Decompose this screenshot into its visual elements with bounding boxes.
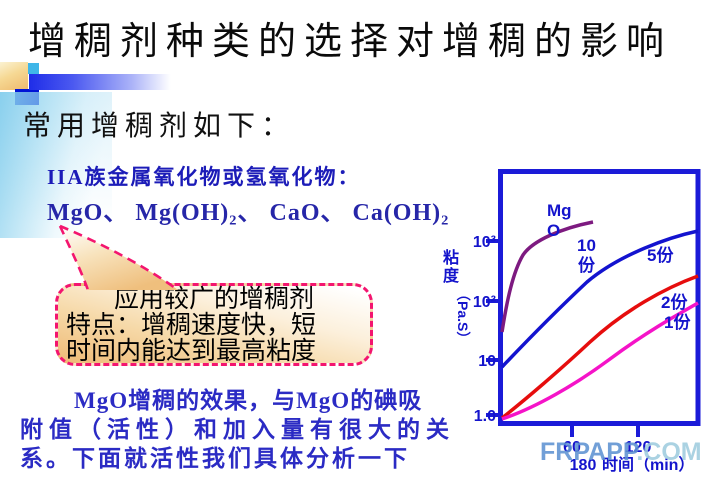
curve-mgo-10fen	[500, 220, 594, 333]
thickener-family-heading: IIA族金属氧化物或氢氧化物：	[47, 165, 361, 189]
curve-label-1fen: 1份	[664, 312, 691, 332]
x-tick-label-120: 120	[625, 439, 652, 456]
curve-5fen	[500, 229, 699, 369]
paragraph-line-3: 系。下面就活性我们具体分析一下	[20, 446, 410, 471]
y-axis-unit-label: （Pa.S）	[455, 287, 471, 345]
curve-label-fen: 份	[578, 255, 596, 275]
curve-2fen	[500, 274, 699, 420]
deco-cyan-square	[28, 63, 39, 74]
curve-label-o: O	[547, 221, 560, 240]
deco-yellow-square	[0, 62, 28, 90]
curve-1fen	[501, 301, 699, 421]
y-tick-label-100: 10²	[473, 294, 496, 311]
y-tick-label-10: 10	[478, 353, 496, 370]
x-tick-label-180: 180	[570, 457, 597, 474]
x-axis-label: 时间（min）	[602, 455, 694, 474]
y-axis-label-char2: 度	[443, 266, 460, 285]
deco-gradient-band	[0, 92, 112, 238]
curve-label-5fen: 5份	[647, 245, 674, 265]
watermark: FRPAPP.COM	[540, 438, 702, 467]
paragraph-line-2: 附值（活性）和加入量有很大的关	[20, 417, 455, 442]
watermark-part1: FRPAPP	[540, 438, 637, 466]
x-tick-label-60: 60	[563, 439, 581, 456]
curve-label-10: 10	[577, 236, 596, 255]
chart-frame	[498, 169, 701, 426]
curve-label-mg: Mg	[547, 201, 572, 220]
body-paragraph: MgO增稠的效果，与MgO的碘吸 附值（活性）和加入量有很大的关 系。下面就活性…	[20, 386, 480, 473]
y-tick-label-1: 1.0	[474, 408, 496, 425]
subtitle-text: 常用增稠剂如下：	[23, 111, 296, 142]
paragraph-line-1: MgO增稠的效果，与MgO的碘吸	[74, 388, 423, 413]
watermark-part2: .COM	[636, 438, 702, 466]
y-tick-label-1000: 10³	[473, 234, 496, 251]
callout-box: 应用较广的增稠剂 特点：增稠速度快，短 时间内能达到最高粘度	[55, 283, 373, 366]
callout-tail	[58, 224, 179, 292]
page-title: 增稠剂种类的选择对增稠的影响	[28, 21, 673, 63]
curve-label-2fen: 2份	[661, 292, 688, 312]
callout-line-3: 时间内能达到最高粘度	[66, 338, 317, 365]
callout-line-1: 应用较广的增稠剂	[113, 286, 314, 313]
y-axis-label-char1: 粘	[443, 248, 459, 267]
deco-gradient-bar	[29, 74, 175, 90]
callout-line-2: 特点：增稠速度快，短	[66, 312, 317, 339]
thickener-formula-list: MgO、 Mg(OH)₂、 CaO、 Ca(OH)₂	[47, 200, 450, 226]
viscosity-time-chart: 10³ 10² 10 1.0 粘 度 （Pa.S） Mg O 10 份 5份 2…	[443, 169, 701, 474]
